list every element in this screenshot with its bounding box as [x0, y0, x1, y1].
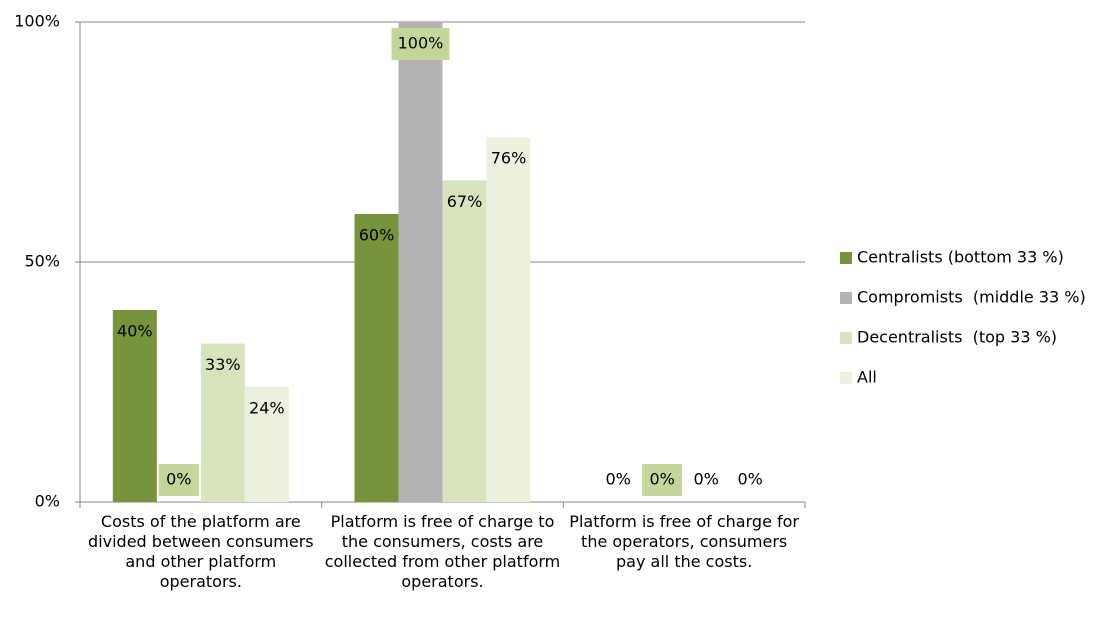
- legend-swatch: [840, 252, 852, 264]
- bar: [244, 386, 289, 502]
- y-tick-label: 50%: [24, 252, 60, 271]
- value-label: 100%: [398, 34, 444, 53]
- value-label: 76%: [491, 149, 527, 168]
- bar: [398, 22, 443, 502]
- label-box: [158, 464, 199, 496]
- value-label: 0%: [166, 470, 191, 489]
- y-tick-label: 100%: [14, 12, 60, 31]
- x-tick-label: Platform is free of charge to the consum…: [324, 512, 561, 591]
- legend-label: All: [857, 368, 877, 387]
- label-box: [391, 28, 450, 60]
- bar: [442, 180, 487, 502]
- value-label: 67%: [447, 192, 483, 211]
- label-box: [642, 464, 683, 496]
- value-label: 0%: [649, 470, 674, 489]
- value-label: 0%: [737, 470, 762, 489]
- legend-label: Centralists (bottom 33 %): [857, 248, 1064, 267]
- x-tick-label: Costs of the platform are divided betwee…: [88, 512, 314, 591]
- legend-label: Decentralists (top 33 %): [857, 328, 1057, 347]
- bar: [200, 343, 245, 502]
- x-tick-label: Platform is free of charge for the opera…: [569, 512, 799, 571]
- legend-swatch: [840, 332, 852, 344]
- value-label: 60%: [359, 226, 395, 245]
- legend-swatch: [840, 292, 852, 304]
- bar: [354, 214, 399, 502]
- value-label: 24%: [249, 398, 285, 417]
- value-label: 0%: [693, 470, 718, 489]
- value-label: 40%: [117, 322, 153, 341]
- y-tick-label: 0%: [35, 492, 60, 511]
- bar: [112, 310, 157, 502]
- legend-swatch: [840, 372, 852, 384]
- bar: [486, 137, 531, 502]
- value-label: 0%: [605, 470, 630, 489]
- legend-label: Compromists (middle 33 %): [857, 288, 1086, 307]
- value-label: 33%: [205, 355, 241, 374]
